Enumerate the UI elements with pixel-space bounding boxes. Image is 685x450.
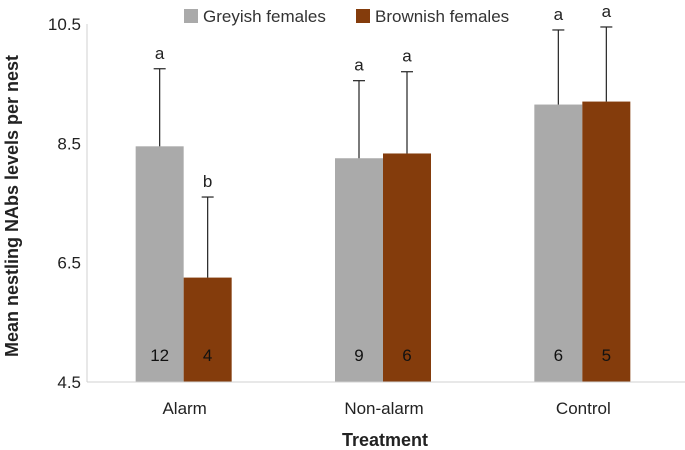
significance-label: a [402, 47, 412, 66]
significance-label: a [155, 44, 165, 63]
x-tick-label: Non-alarm [344, 399, 423, 418]
y-tick-label: 8.5 [57, 134, 81, 153]
x-axis-title: Treatment [342, 430, 428, 450]
significance-label: b [203, 172, 212, 191]
x-axis: Alarm Non-alarm Control [87, 381, 685, 418]
legend-swatch [356, 9, 370, 23]
x-tick-label: Alarm [162, 399, 206, 418]
legend: Greyish females Brownish females [184, 7, 509, 26]
significance-label: a [554, 5, 564, 24]
y-axis-title: Mean nestling NAbs levels per nest [2, 55, 22, 357]
bar [335, 158, 383, 382]
bar [582, 101, 631, 383]
y-tick-label: 10.5 [48, 15, 81, 34]
legend-label: Brownish females [375, 7, 509, 26]
sample-size-label: 5 [602, 346, 611, 365]
sample-size-label: 6 [402, 346, 411, 365]
sample-size-label: 9 [354, 346, 363, 365]
sample-size-label: 12 [150, 346, 169, 365]
sample-size-label: 6 [554, 346, 563, 365]
x-tick-label: Control [556, 399, 611, 418]
sample-size-label: 4 [203, 346, 212, 365]
bar [135, 146, 184, 382]
bars: a 12 b 4 a 9 a 6 a 6 a 5 [135, 2, 631, 383]
legend-label: Greyish females [203, 7, 326, 26]
y-tick-label: 4.5 [57, 373, 81, 392]
legend-swatch [184, 9, 198, 23]
significance-label: a [602, 2, 612, 21]
y-axis: 4.5 6.5 8.5 10.5 [48, 15, 88, 392]
y-tick-label: 6.5 [57, 254, 81, 273]
bar [183, 277, 232, 382]
bar [534, 104, 583, 383]
significance-label: a [354, 56, 364, 75]
bar [383, 153, 431, 382]
